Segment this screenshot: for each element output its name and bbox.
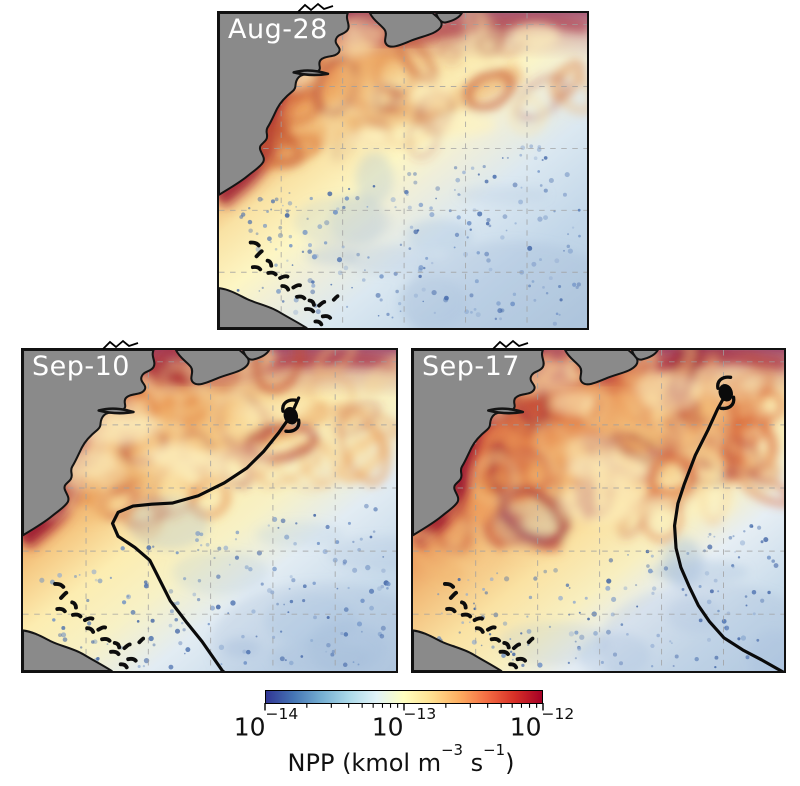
land-cuba xyxy=(23,629,113,671)
hurricane-track xyxy=(672,392,784,671)
colorbar-tick-label: 10−13 xyxy=(371,705,437,742)
bahamas-islands xyxy=(53,581,146,670)
land xyxy=(219,13,463,328)
gyre-patches xyxy=(492,501,784,671)
land-nova-scotia xyxy=(368,13,443,48)
colorbar-tick-label: 10−12 xyxy=(509,705,575,742)
land xyxy=(23,350,271,671)
coastline-overflow-mark xyxy=(102,339,139,350)
land-long-island xyxy=(292,69,330,77)
bahamas-islands xyxy=(442,581,535,670)
map-svg-sep10 xyxy=(23,350,396,671)
land-cape-breton xyxy=(242,350,271,361)
map-svg-aug28 xyxy=(219,13,587,328)
plankton-speckles xyxy=(236,144,581,326)
coastline-overflow-mark xyxy=(492,339,529,350)
land-cuba xyxy=(413,629,503,671)
land-nova-scotia xyxy=(174,350,250,386)
hurricane-track xyxy=(110,396,301,671)
coastline-overflow-mark xyxy=(297,2,334,13)
colorbar-tick-label: 10−14 xyxy=(233,705,299,742)
map-panel-sep17: Sep-17 xyxy=(411,339,786,673)
colorbar-axis-label: NPP (kmol m−3 s−1) xyxy=(287,741,515,777)
land-long-island xyxy=(97,407,135,415)
map-panel-aug28: Aug-28 xyxy=(217,2,589,330)
map-panel-sep10: Sep-10 xyxy=(21,339,398,673)
land-cape-breton xyxy=(435,13,463,24)
hurricane-symbol xyxy=(716,375,736,411)
land-cuba xyxy=(219,287,308,328)
land-us-east-coast xyxy=(219,13,350,196)
land-cape-breton xyxy=(630,350,659,361)
colorbar-ticks xyxy=(264,703,544,711)
colorbar-gradient xyxy=(265,690,543,704)
bahamas-islands xyxy=(248,240,340,327)
hurricane-symbol xyxy=(281,398,301,434)
land xyxy=(413,350,659,671)
land-long-island xyxy=(487,407,525,415)
land-us-east-coast xyxy=(23,350,156,537)
map-svg-sep17 xyxy=(413,350,784,671)
land-us-east-coast xyxy=(413,350,545,537)
land-nova-scotia xyxy=(564,350,639,386)
